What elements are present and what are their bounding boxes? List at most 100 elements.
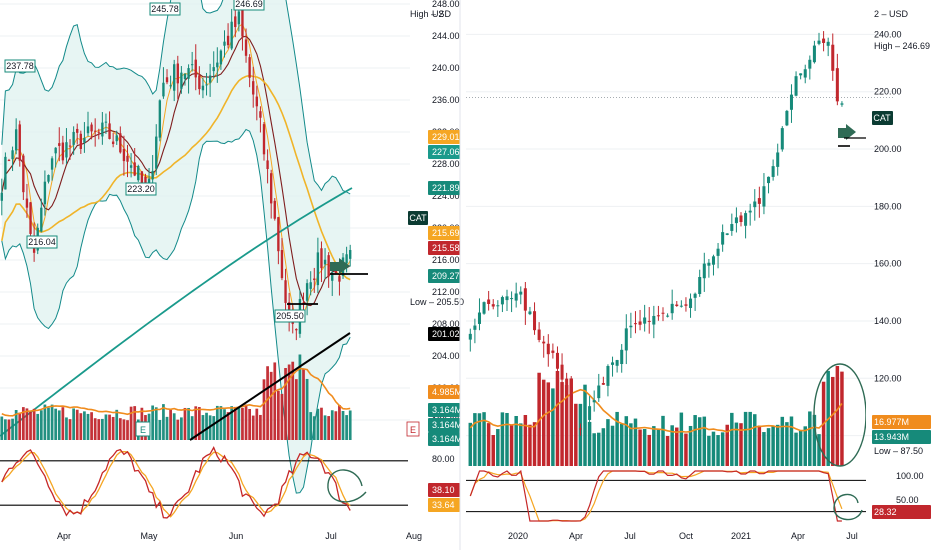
candle-body — [327, 255, 330, 277]
label-text: 209.27 — [432, 271, 460, 281]
y-tick-label[interactable]: 204.00 — [432, 351, 460, 361]
label-box — [428, 181, 460, 195]
stochastic-oscillator — [0, 446, 408, 519]
volume-bar — [165, 416, 169, 440]
volume-bar — [233, 406, 237, 440]
volume-bar — [794, 432, 798, 466]
volume-bar — [491, 435, 495, 466]
candle-body — [711, 256, 715, 265]
candle-body — [212, 67, 215, 72]
event-marker-right: E — [406, 421, 420, 437]
x-tick-label[interactable]: Jun — [229, 531, 244, 541]
volume-bar — [57, 410, 61, 440]
y-tick-label[interactable]: 248.00 — [432, 0, 460, 9]
y-tick-label[interactable]: 208.00 — [432, 319, 460, 329]
candle-body — [248, 57, 251, 78]
volume-bar — [223, 409, 226, 440]
volume-bar — [115, 409, 119, 440]
x-tick-label[interactable]: Oct — [679, 531, 694, 541]
y-tick-label[interactable]: 236.00 — [432, 95, 460, 105]
y-tick-label[interactable]: 240.00 — [874, 29, 902, 39]
y-tick-label[interactable]: 228.00 — [432, 159, 460, 169]
x-tick-label[interactable]: Jul — [624, 531, 636, 541]
candle-body — [79, 133, 83, 149]
volume-bar — [757, 425, 762, 466]
candle-body — [542, 341, 546, 344]
volume-bar — [47, 407, 50, 440]
y-tick-label[interactable]: 224.00 — [432, 191, 460, 201]
candle-body — [693, 293, 697, 298]
x-tick-label[interactable]: Jul — [846, 531, 858, 541]
y-tick-label[interactable]: 244.00 — [432, 31, 460, 41]
event-marker: E — [135, 421, 151, 437]
y-tick-label[interactable]: 220.00 — [874, 87, 902, 97]
candle-body — [757, 198, 761, 204]
x-tick-label[interactable]: Aug — [406, 531, 422, 541]
volume-bar — [509, 425, 514, 466]
candle-body — [491, 304, 495, 307]
candle-body — [169, 85, 172, 87]
volume-bar — [32, 408, 36, 440]
candle-body — [320, 248, 323, 269]
volume-bar — [273, 362, 277, 440]
y-tick-label[interactable]: 140.00 — [874, 316, 902, 326]
volume-bar — [97, 419, 101, 440]
label-text: 80.00 — [432, 454, 455, 464]
candle-body — [794, 76, 798, 96]
volume-bar — [555, 371, 560, 466]
volume-bar — [291, 361, 295, 440]
candle-body — [565, 378, 569, 392]
label-box — [428, 483, 460, 497]
x-tick-label[interactable]: Jul — [325, 531, 337, 541]
y-tick-label[interactable]: 180.00 — [874, 201, 902, 211]
volume-bar — [523, 414, 528, 466]
x-tick-label[interactable]: 2020 — [508, 531, 528, 541]
x-tick-label[interactable]: 2021 — [731, 531, 751, 541]
candle-body — [500, 297, 504, 305]
volume-bar — [762, 432, 766, 466]
volume-bar — [707, 435, 711, 466]
volume-bar — [61, 407, 65, 440]
volume-bar — [341, 410, 345, 440]
label-text: CAT — [409, 213, 427, 223]
price-label: 201.02 — [428, 327, 460, 341]
label-box — [872, 430, 931, 444]
volume-bars — [0, 354, 352, 440]
volume-bar — [68, 419, 72, 440]
y-tick-label[interactable]: 216.00 — [432, 255, 460, 265]
candle-body — [739, 215, 743, 222]
y-tick-label[interactable]: 212.00 — [432, 287, 460, 297]
volume-bar — [126, 420, 129, 440]
x-tick-label[interactable]: May — [140, 531, 158, 541]
x-tick-label[interactable]: Apr — [57, 531, 71, 541]
y-tick-label[interactable]: 160.00 — [874, 259, 902, 269]
callout-text: 205.50 — [276, 311, 304, 321]
weekly-time-axis[interactable]: 2020 Apr Jul Oct 2021 Apr Jul — [508, 531, 858, 541]
candle-body — [205, 84, 208, 86]
candle-body — [817, 40, 821, 44]
volume-bar — [551, 388, 555, 466]
candle-body — [331, 272, 334, 281]
label-box — [428, 498, 460, 512]
volume-bar — [345, 415, 348, 440]
candle-body — [309, 282, 312, 289]
label-box — [428, 327, 460, 341]
weekly-chart-panel[interactable]: 100.00 120.00 140.00 160.00 180.00 200.00 220.… — [466, 9, 931, 541]
x-tick-label[interactable]: Apr — [791, 531, 805, 541]
y-tick-label[interactable]: 200.00 — [874, 144, 902, 154]
candle-body — [629, 325, 633, 328]
ma-20 — [1, 35, 351, 307]
volume-bar — [661, 415, 665, 466]
callout-box — [125, 182, 157, 196]
volume-bar — [323, 415, 327, 440]
candle-body — [255, 96, 259, 107]
y-tick-label[interactable]: 240.00 — [432, 63, 460, 73]
y-tick-label[interactable]: 120.00 — [874, 373, 902, 383]
candle-body — [345, 254, 348, 264]
candle-body — [670, 303, 674, 314]
daily-time-axis[interactable]: Apr May Jun Jul Aug — [57, 531, 422, 541]
x-tick-label[interactable]: Apr — [569, 531, 583, 541]
